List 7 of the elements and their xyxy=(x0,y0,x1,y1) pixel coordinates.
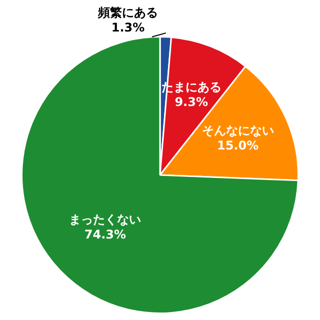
data-label: 1.3% xyxy=(111,20,145,34)
data-label: 15.0% xyxy=(217,138,259,153)
data-label: 74.3% xyxy=(84,227,126,242)
slice-label: そんなにない xyxy=(202,124,274,138)
slice-label: まったくない xyxy=(69,212,142,226)
slice-label: 頻繁にある xyxy=(97,5,158,20)
data-label: 9.3% xyxy=(174,94,208,109)
